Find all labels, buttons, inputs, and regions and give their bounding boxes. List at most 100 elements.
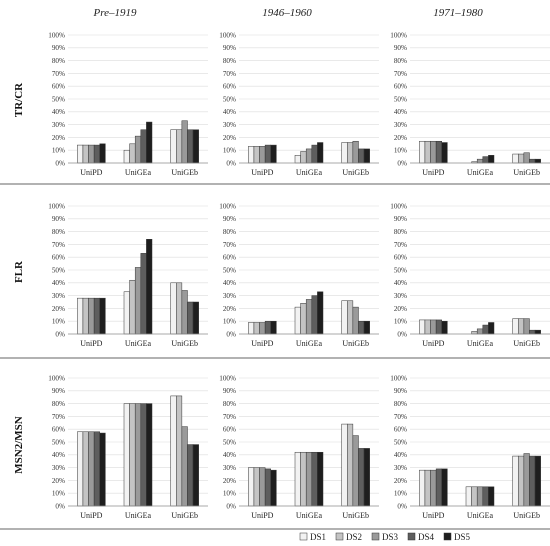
bar-unigeb-ds5 bbox=[192, 129, 199, 164]
y-tick-label: 60% bbox=[223, 254, 236, 262]
bar-unigeb-ds1 bbox=[170, 282, 177, 335]
bar-unipd-ds4 bbox=[435, 319, 442, 335]
y-tick-label: 70% bbox=[394, 241, 407, 249]
legend-label: DS1 bbox=[310, 532, 326, 542]
chart-panels: 0% 10% 20% 30% 40% 50% 60% 70% 80% 90% 100% UniPD Un… bbox=[48, 31, 550, 520]
bar-unigeb-ds3 bbox=[352, 140, 359, 164]
bar-unipd-ds5 bbox=[99, 297, 106, 335]
bar-unipd-ds3 bbox=[259, 467, 266, 507]
category-label: UniGEb bbox=[342, 168, 369, 177]
y-tick-label: 20% bbox=[223, 305, 236, 313]
bar-unigea-ds2 bbox=[300, 303, 307, 335]
bar-unipd-ds4 bbox=[93, 144, 100, 164]
bar-unipd-ds1 bbox=[77, 144, 84, 164]
bar-unigeb-ds3 bbox=[181, 290, 188, 335]
category-label: UniGEa bbox=[296, 168, 323, 177]
y-tick-label: 90% bbox=[394, 44, 407, 52]
row-title-0: TR/CR bbox=[13, 82, 25, 117]
y-tick-label: 70% bbox=[223, 70, 236, 78]
bar-unigeb-ds5 bbox=[363, 320, 370, 335]
category-label: UniPD bbox=[80, 168, 102, 177]
y-tick-label: 80% bbox=[223, 228, 236, 236]
y-tick-label: 100% bbox=[48, 374, 65, 382]
y-tick-label: 20% bbox=[223, 477, 236, 485]
category-label: UniPD bbox=[422, 339, 444, 348]
category-label: UniGEa bbox=[125, 511, 152, 520]
bar-unigeb-ds5 bbox=[192, 444, 199, 507]
bar-unipd-ds2 bbox=[253, 467, 260, 507]
category-label: UniGEb bbox=[342, 339, 369, 348]
y-tick-label: 80% bbox=[52, 400, 65, 408]
y-tick-label: 10% bbox=[223, 490, 236, 498]
y-tick-label: 60% bbox=[223, 426, 236, 434]
bar-unipd-ds3 bbox=[430, 140, 437, 164]
bar-unipd-ds4 bbox=[93, 431, 100, 507]
bar-unigea-ds5 bbox=[146, 239, 153, 335]
bar-unigea-ds3 bbox=[134, 267, 142, 335]
y-tick-label: 80% bbox=[394, 400, 407, 408]
bar-unigea-ds1 bbox=[294, 306, 301, 335]
bar-unigeb-ds5 bbox=[363, 148, 370, 164]
legend-swatch bbox=[443, 532, 452, 541]
y-tick-label: 0% bbox=[397, 502, 407, 510]
y-tick-label: 90% bbox=[52, 44, 65, 52]
y-tick-label: 40% bbox=[223, 279, 236, 287]
panel-r2-c0: 0% 10% 20% 30% 40% 50% 60% 70% 80% 90% 100% UniPD Un… bbox=[48, 374, 208, 520]
bar-unigea-ds2 bbox=[300, 451, 307, 507]
y-tick-label: 10% bbox=[52, 490, 65, 498]
bar-unipd-ds3 bbox=[88, 297, 95, 335]
y-tick-label: 90% bbox=[52, 215, 65, 223]
y-tick-label: 50% bbox=[52, 95, 65, 103]
bar-unigeb-ds4 bbox=[358, 320, 365, 335]
bar-unigea-ds2 bbox=[300, 151, 307, 164]
bar-unipd-ds2 bbox=[253, 322, 260, 335]
y-tick-label: 40% bbox=[394, 451, 407, 459]
bar-unigea-ds4 bbox=[311, 451, 318, 507]
category-label: UniGEb bbox=[171, 339, 198, 348]
bar-unigeb-ds4 bbox=[358, 148, 365, 164]
legend-item-ds5: DS5 bbox=[443, 532, 471, 542]
y-tick-label: 40% bbox=[394, 108, 407, 116]
category-label: UniGEa bbox=[125, 168, 152, 177]
bar-unipd-ds1 bbox=[248, 146, 255, 164]
bar-unigea-ds4 bbox=[482, 486, 489, 507]
bar-unigeb-ds2 bbox=[518, 455, 525, 507]
bar-unigea-ds3 bbox=[134, 135, 142, 164]
bar-unigeb-ds2 bbox=[347, 300, 354, 335]
y-tick-label: 100% bbox=[48, 31, 65, 39]
y-tick-label: 0% bbox=[226, 159, 236, 167]
panel-r0-c2: 0% 10% 20% 30% 40% 50% 60% 70% 80% 90% 100% UniPD Un… bbox=[390, 31, 550, 177]
bar-unipd-ds1 bbox=[248, 467, 255, 507]
bar-unipd-ds4 bbox=[264, 144, 271, 164]
bar-unigea-ds5 bbox=[146, 403, 153, 507]
legend-label: DS2 bbox=[346, 532, 362, 542]
y-tick-label: 90% bbox=[52, 387, 65, 395]
legend-item-ds4: DS4 bbox=[407, 532, 435, 542]
category-label: UniGEa bbox=[296, 339, 323, 348]
bar-unigeb-ds3 bbox=[181, 426, 188, 507]
bar-unigeb-ds5 bbox=[363, 448, 370, 507]
bar-unigea-ds1 bbox=[465, 486, 472, 507]
y-tick-label: 10% bbox=[52, 147, 65, 155]
panel-r1-c0: 0% 10% 20% 30% 40% 50% 60% 70% 80% 90% 100% UniPD Un… bbox=[48, 202, 208, 348]
bar-unipd-ds3 bbox=[430, 319, 437, 335]
bar-unigeb-ds1 bbox=[512, 318, 519, 335]
row-title-2: MSN2/MSN bbox=[13, 416, 25, 474]
y-tick-label: 30% bbox=[223, 292, 236, 300]
bar-unigea-ds5 bbox=[488, 155, 495, 164]
y-tick-label: 0% bbox=[55, 330, 65, 338]
category-label: UniGEb bbox=[171, 168, 198, 177]
bar-unigeb-ds1 bbox=[341, 142, 348, 164]
legend-swatch bbox=[371, 532, 380, 541]
bar-unipd-ds3 bbox=[430, 469, 437, 507]
panel-r1-c1: 0% 10% 20% 30% 40% 50% 60% 70% 80% 90% 100% UniPD Un… bbox=[219, 202, 379, 348]
y-tick-label: 0% bbox=[397, 330, 407, 338]
bar-unigea-ds3 bbox=[305, 299, 313, 335]
y-tick-label: 100% bbox=[219, 31, 236, 39]
bar-unigea-ds3 bbox=[476, 328, 484, 335]
y-tick-label: 10% bbox=[223, 147, 236, 155]
bar-unigea-ds5 bbox=[317, 451, 324, 507]
bar-unipd-ds2 bbox=[253, 146, 260, 164]
bar-unigea-ds5 bbox=[317, 142, 324, 164]
y-tick-label: 60% bbox=[394, 83, 407, 91]
